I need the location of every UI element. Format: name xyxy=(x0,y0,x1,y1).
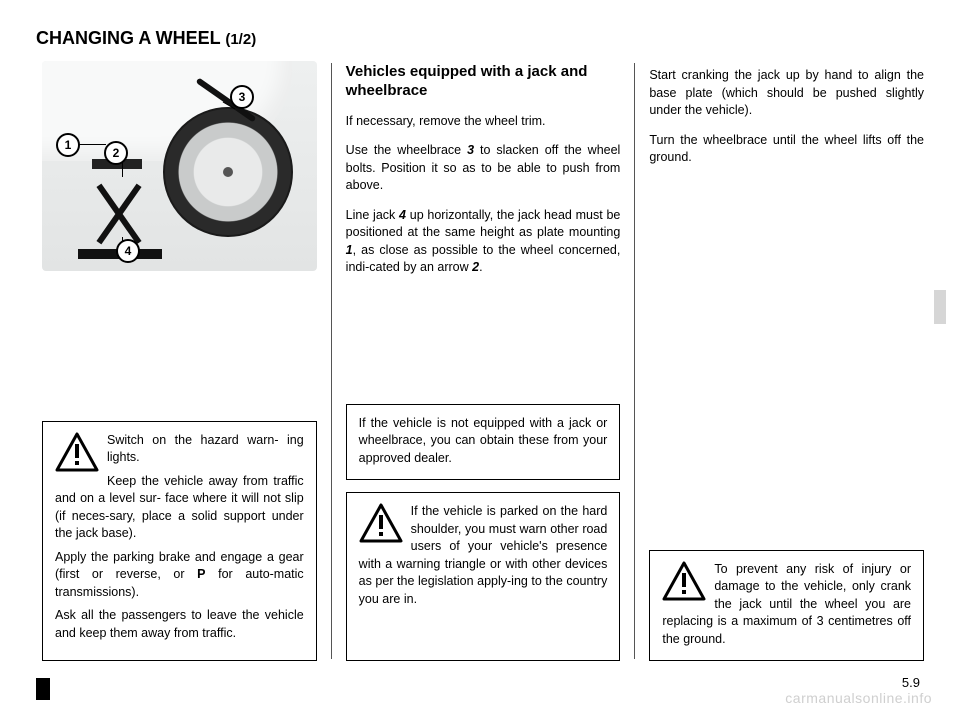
callout-2: 2 xyxy=(104,141,128,165)
col-3: Start cranking the jack up by hand to al… xyxy=(643,61,930,661)
col2-warning-box: If the vehicle is parked on the hard sho… xyxy=(346,492,621,661)
warning-triangle-icon xyxy=(662,561,706,601)
callout-1-line xyxy=(78,144,106,145)
col1-warning-box: Switch on the hazard warn- ing lights. K… xyxy=(42,421,317,662)
watermark-text: carmanualsonline.info xyxy=(785,690,932,706)
c2-p3c: , as close as possible to the wheel conc… xyxy=(346,243,621,275)
c2w-l1: If the vehicle is parked on the hard sho… xyxy=(411,504,608,553)
c2-p3n1: 4 xyxy=(399,208,406,222)
col3-warning-box: To prevent any risk of injury or damage … xyxy=(649,550,924,662)
c2-p1: If necessary, remove the wheel trim. xyxy=(346,113,621,131)
c1w-p3: Ask all the passengers to leave the vehi… xyxy=(55,607,304,642)
callout-3: 3 xyxy=(230,85,254,109)
c2-p3: Line jack 4 up horizontally, the jack he… xyxy=(346,207,621,277)
column-divider-1 xyxy=(331,63,332,659)
page-title: CHANGING A WHEEL (1/2) xyxy=(36,28,930,49)
columns: 26840 1 2 3 4 xyxy=(36,61,930,661)
jack-scissor-shape xyxy=(84,179,154,249)
footer-block-mark xyxy=(36,678,50,700)
c2-p2a: Use the wheelbrace xyxy=(346,143,467,157)
c2-p3d: . xyxy=(479,260,482,274)
thumb-index-tab xyxy=(934,290,946,324)
c2-p2: Use the wheelbrace 3 to slacken off the … xyxy=(346,142,621,195)
callout-4: 4 xyxy=(116,239,140,263)
manual-page: CHANGING A WHEEL (1/2) 26840 1 2 3 4 xyxy=(0,0,960,710)
col2-info-box: If the vehicle is not equipped with a ja… xyxy=(346,404,621,481)
col2-heading: Vehicles equipped with a jack and wheelb… xyxy=(346,63,621,101)
title-main: CHANGING A WHEEL xyxy=(36,28,225,48)
c2w-p1: with a warning triangle or with other de… xyxy=(359,557,608,606)
col-1: 26840 1 2 3 4 xyxy=(36,61,323,661)
wheel-change-figure: 26840 1 2 3 4 xyxy=(42,61,317,271)
c2-p3n2: 1 xyxy=(346,243,353,257)
warning-triangle-icon xyxy=(359,503,403,543)
c2-p2n: 3 xyxy=(467,143,474,157)
page-number: 5.9 xyxy=(902,675,920,690)
c3-p2: Turn the wheelbrace until the wheel lift… xyxy=(649,132,924,167)
warning-triangle-icon xyxy=(55,432,99,472)
col-2: Vehicles equipped with a jack and wheelb… xyxy=(340,61,627,661)
wheel-shape xyxy=(163,107,293,237)
callout-1: 1 xyxy=(56,133,80,157)
c2-p3a: Line jack xyxy=(346,208,399,222)
title-sub: (1/2) xyxy=(225,31,256,48)
column-divider-2 xyxy=(634,63,635,659)
c3-p1: Start cranking the jack up by hand to al… xyxy=(649,67,924,120)
c2-box1: If the vehicle is not equipped with a ja… xyxy=(359,416,608,465)
c1w-p2b: P xyxy=(197,567,205,581)
callout-2-line xyxy=(122,163,123,177)
c1w-l1: Switch on the hazard warn- xyxy=(107,433,279,447)
